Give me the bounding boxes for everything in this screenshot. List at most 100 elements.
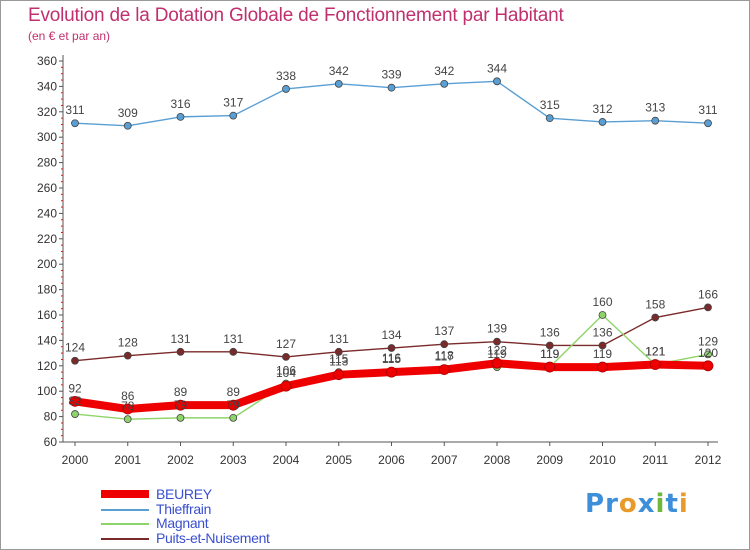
- data-label-thieffrain: 311: [65, 103, 84, 117]
- data-point-thieffrain: [176, 112, 185, 121]
- y-tick-label: 260: [37, 181, 57, 195]
- y-tick-label: 180: [37, 283, 57, 297]
- legend-item-magnant: Magnant: [101, 515, 401, 531]
- data-point-thieffrain: [704, 119, 712, 128]
- data-label-puits-et-nuisement: 158: [645, 298, 665, 312]
- data-point-magnant: [229, 413, 238, 422]
- x-tick-label: 2011: [642, 453, 668, 467]
- legend-swatch-puits-et-nuisement: [101, 538, 149, 540]
- data-label-beurey: 92: [68, 381, 82, 395]
- x-tick-label: 2006: [378, 453, 405, 467]
- legend-item-beurey: BEUREY: [101, 486, 401, 502]
- data-point-magnant: [704, 350, 712, 359]
- y-tick-label: 160: [37, 308, 57, 322]
- x-tick-label: 2008: [484, 453, 511, 467]
- data-point-puits-et-nuisement: [282, 353, 290, 361]
- x-tick-label: 2009: [536, 453, 563, 467]
- data-point-beurey: [491, 357, 503, 369]
- data-label-magnant: 106: [276, 364, 296, 378]
- data-label-beurey: 89: [227, 385, 241, 399]
- data-point-puits-et-nuisement: [545, 341, 554, 350]
- data-point-puits-et-nuisement: [229, 347, 238, 356]
- y-tick-label: 220: [37, 232, 57, 246]
- x-tick-label: 2004: [273, 453, 300, 467]
- logo-letter: o: [618, 489, 638, 519]
- data-point-puits-et-nuisement: [704, 303, 712, 312]
- data-point-thieffrain: [440, 79, 449, 88]
- data-point-beurey: [227, 399, 239, 411]
- data-point-beurey: [649, 359, 661, 370]
- chart-subtitle: (en € et par an): [28, 29, 111, 43]
- x-tick-label: 2010: [589, 453, 616, 467]
- data-label-puits-et-nuisement: 128: [118, 336, 138, 350]
- data-point-thieffrain: [545, 114, 554, 123]
- x-tick-label: 2000: [62, 453, 89, 467]
- data-point-beurey: [386, 366, 397, 378]
- data-label-thieffrain: 344: [487, 61, 507, 75]
- data-point-beurey: [597, 361, 608, 373]
- data-label-thieffrain: 338: [276, 69, 296, 83]
- data-label-puits-et-nuisement: 131: [223, 332, 243, 346]
- legend-label-beurey: BEUREY: [156, 486, 212, 502]
- data-point-thieffrain: [598, 118, 607, 126]
- legend-swatch-magnant: [101, 523, 149, 525]
- data-label-thieffrain: 311: [698, 103, 717, 117]
- data-label-beurey: 122: [487, 343, 507, 357]
- x-tick-label: 2007: [431, 453, 458, 467]
- data-label-puits-et-nuisement: 139: [487, 322, 507, 336]
- data-label-magnant: 82: [68, 394, 82, 408]
- x-tick-label: 2002: [167, 453, 194, 467]
- data-point-puits-et-nuisement: [176, 347, 185, 356]
- y-tick-label: 340: [37, 79, 57, 93]
- logo-letter: i: [678, 489, 689, 519]
- data-label-magnant: 115: [329, 352, 348, 366]
- logo-letter: P: [585, 489, 606, 519]
- data-point-puits-et-nuisement: [71, 356, 79, 365]
- x-tick-label: 2012: [695, 453, 722, 467]
- y-tick-label: 100: [37, 384, 57, 398]
- data-label-puits-et-nuisement: 166: [698, 287, 718, 301]
- y-tick-label: 140: [37, 333, 57, 347]
- data-point-thieffrain: [282, 85, 290, 93]
- data-point-magnant: [71, 410, 79, 418]
- logo-letter: r: [605, 489, 619, 519]
- y-tick-label: 120: [37, 359, 57, 373]
- data-point-thieffrain: [334, 79, 343, 88]
- data-point-beurey: [702, 360, 714, 372]
- data-label-puits-et-nuisement: 136: [592, 325, 612, 339]
- x-tick-label: 2003: [220, 453, 247, 467]
- data-label-beurey: 119: [540, 347, 559, 361]
- data-point-magnant: [598, 311, 607, 319]
- data-point-magnant: [123, 415, 132, 424]
- data-label-beurey: 113: [329, 355, 348, 369]
- y-tick-label: 300: [37, 130, 57, 144]
- x-tick-label: 2001: [114, 453, 141, 467]
- y-tick-label: 200: [37, 257, 57, 271]
- data-label-thieffrain: 342: [329, 64, 349, 78]
- logo-letter: x: [637, 489, 656, 519]
- data-point-puits-et-nuisement: [387, 344, 396, 352]
- proxiti-logo: Proxiti: [585, 489, 689, 519]
- data-label-beurey: 104: [276, 366, 296, 380]
- data-label-thieffrain: 317: [223, 96, 243, 110]
- data-point-puits-et-nuisement: [651, 313, 660, 322]
- data-point-beurey: [69, 395, 81, 407]
- legend-item-thieffrain: Thieffrain: [101, 501, 401, 517]
- data-label-beurey: 120: [698, 346, 718, 360]
- legend-item-puits-et-nuisement: Puits-et-Nuisement: [101, 530, 401, 546]
- data-point-beurey: [438, 364, 450, 376]
- data-point-thieffrain: [387, 83, 396, 92]
- data-label-magnant: 119: [540, 347, 559, 361]
- data-label-thieffrain: 312: [592, 102, 612, 116]
- data-label-magnant: 78: [121, 399, 135, 413]
- data-point-beurey: [122, 403, 134, 415]
- data-label-thieffrain: 339: [381, 68, 401, 82]
- data-label-magnant: 160: [592, 295, 612, 309]
- data-point-magnant: [176, 413, 185, 422]
- data-label-puits-et-nuisement: 136: [540, 325, 560, 339]
- data-label-beurey: 89: [174, 385, 188, 399]
- data-label-puits-et-nuisement: 137: [434, 324, 454, 338]
- y-tick-label: 240: [37, 206, 57, 220]
